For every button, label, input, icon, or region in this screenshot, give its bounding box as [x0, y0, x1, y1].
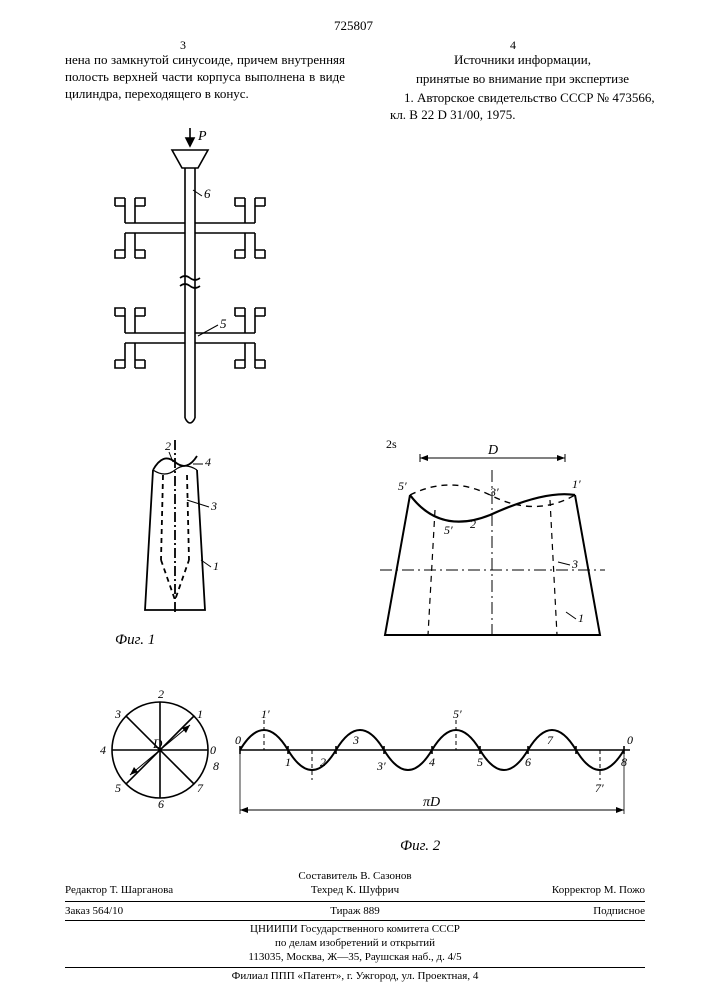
- w-0: 0: [235, 733, 241, 747]
- footer-editor: Редактор Т. Шарганова: [65, 884, 258, 898]
- circ-7: 7: [197, 781, 204, 795]
- footer-tech: Техред К. Шуфрич: [258, 884, 451, 898]
- document-number: 725807: [0, 18, 707, 34]
- circ-6: 6: [158, 797, 164, 811]
- w-1: 1: [285, 755, 291, 769]
- left-column-text: нена по замкнутой синусоиде, причем внут…: [65, 52, 345, 103]
- fig2-svg: 0 1 2 3 4 5 6 7 8 D: [85, 680, 645, 840]
- w-5: 5: [477, 755, 483, 769]
- fig1-caption: Фиг. 1: [115, 632, 155, 649]
- w-3: 3: [352, 733, 359, 747]
- circ-0: 0: [210, 743, 216, 757]
- w-6: 6: [525, 755, 531, 769]
- fig1-tree-svg: P 6 5: [80, 128, 300, 438]
- figure-1-top: P 6 5: [80, 128, 300, 438]
- w-4: 4: [429, 755, 435, 769]
- label-2b: 2: [470, 517, 476, 531]
- footer-compiler: Составитель В. Сазонов: [258, 870, 451, 884]
- w-2: 2: [320, 755, 326, 769]
- fig2-caption: Фиг. 2: [400, 838, 440, 855]
- label-5p-a: 5′: [398, 479, 407, 493]
- circ-2: 2: [158, 687, 164, 701]
- label-1: 1: [213, 559, 219, 573]
- sources-header-1: Источники информации,: [390, 52, 655, 69]
- label-5p-b: 5′: [444, 523, 453, 537]
- figure-2: 0 1 2 3 4 5 6 7 8 D: [85, 680, 645, 840]
- label-2s: 2s: [386, 440, 397, 451]
- circ-D: D: [152, 736, 163, 751]
- fig1-right-svg: D 2s 5′ 1′ 3′ 2 5′ 3 1: [340, 440, 630, 655]
- piD-label: πD: [423, 795, 440, 810]
- label-6: 6: [204, 186, 211, 201]
- w-0b: 0: [627, 733, 633, 747]
- w-7: 7: [547, 733, 554, 747]
- circ-1: 1: [197, 707, 203, 721]
- label-3: 3: [210, 499, 217, 513]
- footer-cniipi-3: 113035, Москва, Ж—35, Раушская наб., д. …: [65, 951, 645, 965]
- label-2: 2: [165, 440, 171, 453]
- w-8: 8: [621, 755, 627, 769]
- fig1-body-svg: 2 4 3 1: [105, 440, 245, 630]
- circ-8: 8: [213, 759, 219, 773]
- sources-header-2: принятые во внимание при экспертизе: [390, 71, 655, 88]
- footer-cniipi-1: ЦНИИПИ Государственного комитета СССР: [65, 923, 645, 937]
- footer-order: Заказ 564/10: [65, 905, 258, 919]
- footer-sub: Подписное: [452, 905, 645, 919]
- label-1b: 1: [578, 611, 584, 625]
- right-column: Источники информации, принятые во вниман…: [390, 52, 655, 124]
- circ-3: 3: [114, 707, 121, 721]
- circ-5: 5: [115, 781, 121, 795]
- label-1p: 1′: [572, 477, 581, 491]
- w-1p: 1′: [261, 707, 270, 721]
- w-5p: 5′: [453, 707, 462, 721]
- label-4: 4: [205, 455, 211, 469]
- footer-tirazh: Тираж 889: [258, 905, 451, 919]
- footer: Составитель В. Сазонов Редактор Т. Шарга…: [65, 870, 645, 983]
- column-number-right: 4: [510, 38, 516, 53]
- figure-1-body: 2 4 3 1: [105, 440, 245, 630]
- label-3p: 3′: [489, 485, 499, 499]
- reference-item: 1. Авторское свидетельство СССР № 473566…: [390, 90, 655, 124]
- circ-4: 4: [100, 743, 106, 757]
- figure-1-right: D 2s 5′ 1′ 3′ 2 5′ 3 1: [340, 440, 630, 655]
- label-D: D: [487, 443, 498, 458]
- page: 725807 3 4 нена по замкнутой синусоиде, …: [0, 0, 707, 1000]
- footer-corrector: Корректор М. Пожо: [452, 884, 645, 898]
- label-P: P: [197, 129, 207, 144]
- label-3: 3: [571, 557, 578, 571]
- column-number-left: 3: [180, 38, 186, 53]
- w-7p: 7′: [595, 781, 604, 795]
- label-5: 5: [220, 316, 227, 331]
- footer-branch: Филиал ППП «Патент», г. Ужгород, ул. Про…: [65, 970, 645, 984]
- footer-cniipi-2: по делам изобретений и открытий: [65, 937, 645, 951]
- w-3p: 3′: [376, 759, 386, 773]
